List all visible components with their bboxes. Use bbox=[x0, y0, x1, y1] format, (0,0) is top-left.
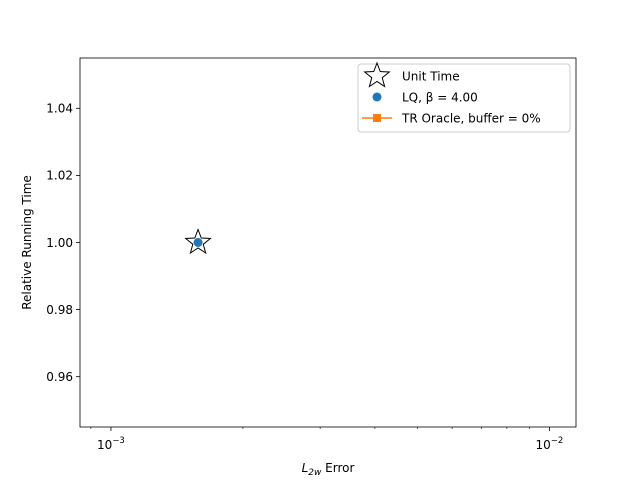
y-tick-label: 1.04 bbox=[46, 102, 73, 116]
y-tick-label: 0.96 bbox=[46, 370, 73, 384]
y-tick-label: 0.98 bbox=[46, 303, 73, 317]
x-tick-base: 10 bbox=[97, 438, 112, 452]
x-axis-ticks: 10−3 10−2 bbox=[90, 427, 563, 452]
legend-frame bbox=[357, 63, 571, 133]
legend-star-icon bbox=[363, 61, 391, 88]
legend-circle-icon bbox=[372, 92, 382, 102]
legend-label-unit-time: Unit Time bbox=[402, 70, 460, 84]
x-axis-label: L2w Error bbox=[302, 461, 355, 478]
x-tick-label: 10−3 bbox=[97, 436, 125, 452]
x-axis-label-subscript: 2w bbox=[308, 468, 322, 478]
lq-data-point bbox=[193, 238, 203, 247]
x-axis-label-main: L bbox=[302, 461, 309, 475]
y-axis-label: Relative Running Time bbox=[20, 175, 34, 310]
y-axis-ticks: 0.96 0.98 1.00 1.02 1.04 bbox=[46, 102, 80, 384]
chart-markers bbox=[184, 228, 212, 255]
x-tick-exponent: −2 bbox=[551, 436, 564, 446]
x-tick-base: 10 bbox=[535, 438, 550, 452]
x-tick-label: 10−2 bbox=[535, 436, 563, 452]
x-axis-label-rest: Error bbox=[321, 461, 354, 475]
y-tick-label: 1.02 bbox=[46, 169, 73, 183]
legend-square-icon bbox=[373, 114, 381, 122]
legend-label-lq: LQ, β = 4.00 bbox=[402, 91, 478, 105]
legend: Unit Time LQ, β = 4.00 TR Oracle, buffer… bbox=[357, 61, 571, 133]
legend-label-tr-oracle: TR Oracle, buffer = 0% bbox=[401, 112, 541, 126]
plot-frame bbox=[79, 57, 577, 428]
y-tick-label: 1.00 bbox=[46, 236, 73, 250]
x-tick-exponent: −3 bbox=[112, 436, 125, 446]
